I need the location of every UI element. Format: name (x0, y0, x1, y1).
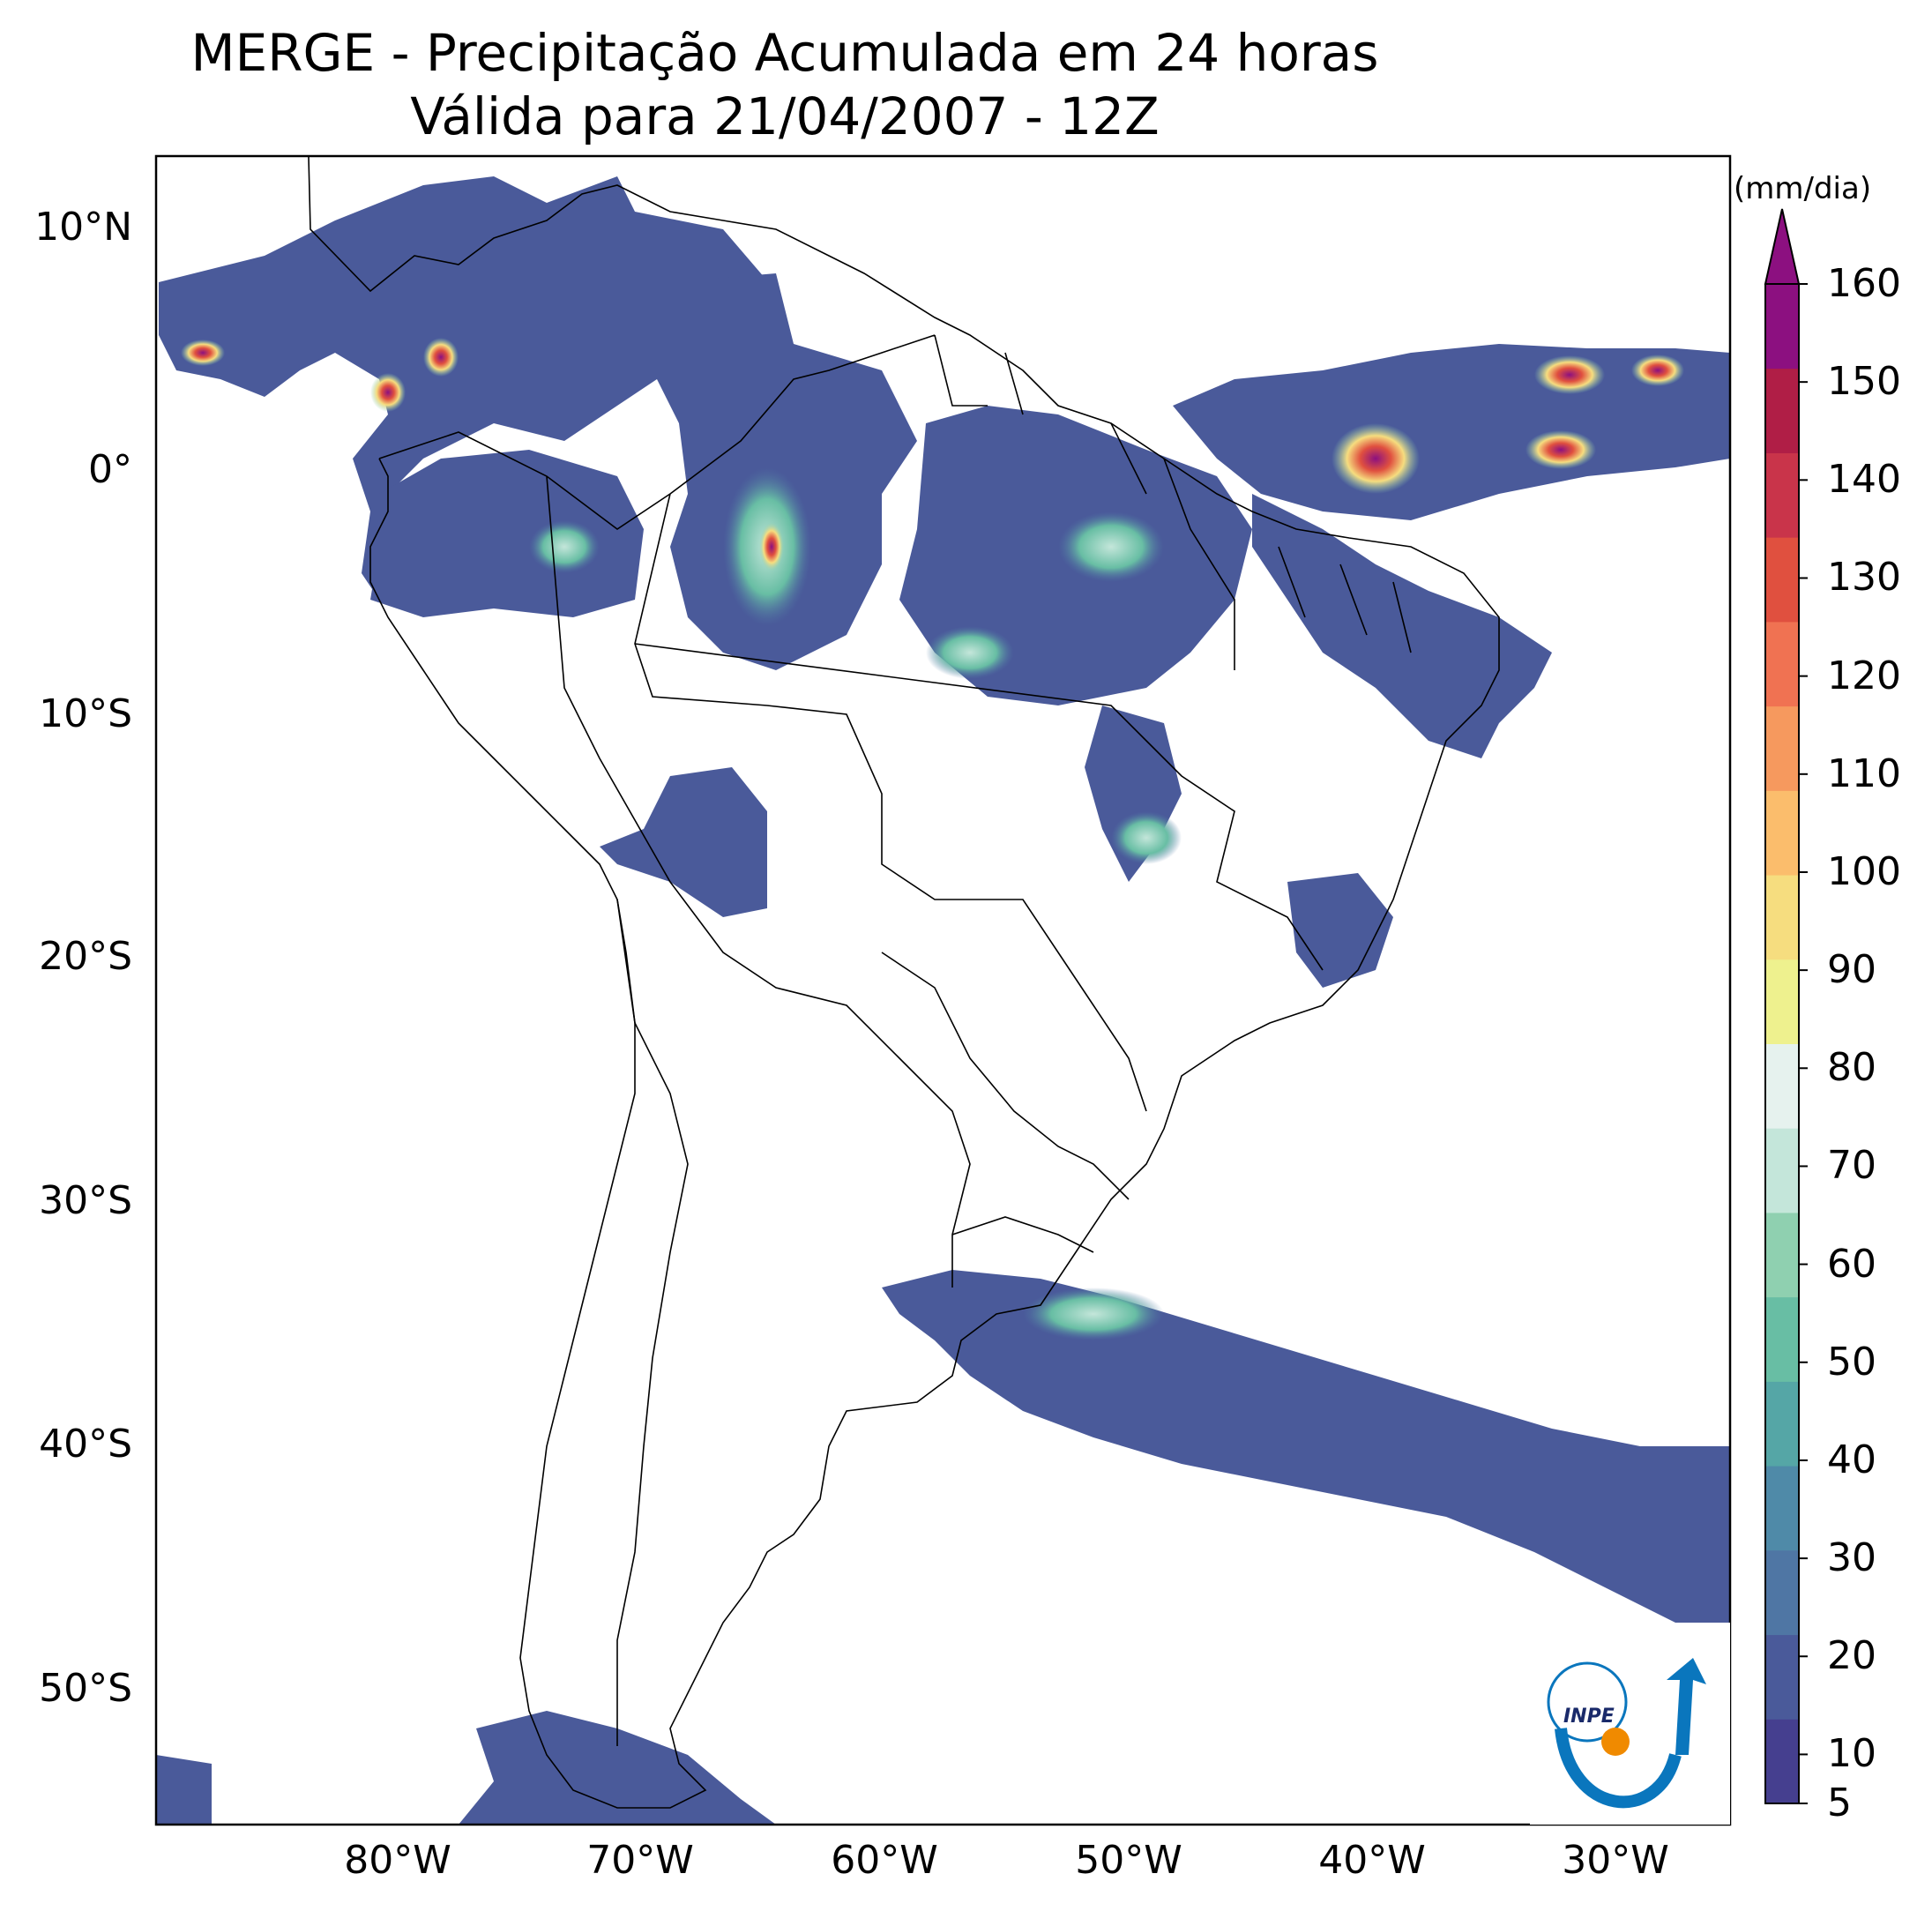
colorbar-tick-label: 130 (1827, 555, 1901, 601)
precip-area-northeast-coast (1252, 494, 1552, 758)
precip-area-amazon-central (653, 273, 917, 670)
lon-tick-40w: 40°W (1318, 1838, 1426, 1883)
precip-maximum (181, 340, 225, 366)
colorbar-segment (1765, 537, 1799, 623)
colorbar-segment (1765, 705, 1799, 791)
colorbar-tick-label: 80 (1827, 1045, 1876, 1091)
colorbar-segment (1765, 1634, 1799, 1720)
colorbar-segment (1765, 1466, 1799, 1551)
lon-tick-50w: 50°W (1075, 1838, 1182, 1883)
colorbar-segment (1765, 284, 1799, 370)
precip-maximum (1332, 423, 1420, 494)
precip-core (1111, 811, 1182, 864)
map-subtitle: Válida para 21/04/2007 - 12Z (410, 86, 1160, 146)
colorbar-extend-arrow (1764, 208, 1801, 285)
lon-tick-80w: 80°W (344, 1838, 451, 1883)
logo-orbit (1547, 1661, 1628, 1743)
precip-maximum (1525, 430, 1596, 469)
colorbar-tick-label: 5 (1827, 1780, 1852, 1825)
colorbar-tick-label: 50 (1827, 1339, 1876, 1385)
colorbar-tick-label: 100 (1827, 848, 1901, 894)
colorbar-tick-label: 30 (1827, 1535, 1876, 1581)
precip-core (926, 626, 1014, 679)
precip-area-north-andes (159, 176, 776, 600)
precip-field (156, 176, 1730, 1825)
precip-area-south-atlantic (882, 1270, 1730, 1623)
colorbar-tick-label: 140 (1827, 457, 1901, 503)
inpe-logo: INPE (1530, 1623, 1730, 1825)
precip-area-amazon-west (370, 450, 644, 617)
colorbar-tick-label: 70 (1827, 1143, 1876, 1189)
colorbar-tick-label: 150 (1827, 359, 1901, 405)
colorbar (1764, 208, 1808, 1804)
colorbar-segment (1765, 1381, 1799, 1467)
lat-tick-0: 0° (88, 447, 132, 492)
precip-core (529, 520, 600, 573)
precip-maximum (1631, 355, 1684, 386)
map-frame (154, 154, 1732, 1826)
precip-maximum (370, 373, 406, 412)
colorbar-tick-label: 60 (1827, 1241, 1876, 1287)
precip-maximum (759, 522, 784, 571)
precip-area-bolivia (600, 767, 767, 917)
colorbar-segment (1765, 875, 1799, 960)
lon-tick-30w: 30°W (1562, 1838, 1669, 1883)
colorbar-segment (1765, 1043, 1799, 1129)
precip-core (1058, 511, 1164, 582)
colorbar-tick-label: 90 (1827, 947, 1876, 993)
colorbar-segment (1765, 959, 1799, 1044)
precip-area-southeast (1287, 873, 1393, 988)
colorbar-segment (1765, 368, 1799, 453)
colorbar-tick-label: 160 (1827, 261, 1901, 306)
colorbar-segment (1765, 621, 1799, 707)
country-borders (378, 334, 1412, 1746)
precip-area-far-southwest (156, 1755, 212, 1825)
colorbar-segment (1765, 790, 1799, 876)
lat-tick-30s: 30°S (39, 1178, 132, 1223)
precip-area-patagonia-south (459, 1711, 776, 1825)
colorbar-tick-label: 10 (1827, 1731, 1876, 1777)
precip-core (1023, 1288, 1164, 1340)
map-title: MERGE - Precipitação Acumulada em 24 hor… (190, 23, 1379, 83)
coastline-borders (308, 156, 1500, 1809)
south-america-coastline (308, 156, 1500, 1809)
logo-swoosh (1555, 1728, 1682, 1809)
precip-maximum (1534, 355, 1605, 394)
colorbar-segment (1765, 1296, 1799, 1382)
colorbar-segment (1765, 1549, 1799, 1636)
lat-tick-10n: 10°N (34, 205, 132, 250)
colorbar-segment (1765, 1719, 1799, 1804)
lon-tick-60w: 60°W (831, 1838, 938, 1883)
lat-tick-20s: 20°S (39, 934, 132, 979)
logo-arrow (1667, 1658, 1706, 1755)
colorbar-tick-label: 110 (1827, 750, 1901, 796)
colorbar-tick-label: 40 (1827, 1437, 1876, 1482)
lon-tick-70w: 70°W (586, 1838, 694, 1883)
colorbar-segment (1765, 1212, 1799, 1298)
colorbar-frame (1764, 283, 1800, 1804)
precip-maximum (423, 338, 459, 377)
colorbar-segment (1765, 1128, 1799, 1213)
lat-tick-10s: 10°S (39, 691, 132, 736)
colorbar-tick-label: 20 (1827, 1633, 1876, 1679)
colorbar-tick-label: 120 (1827, 653, 1901, 698)
logo-text: INPE (1563, 1706, 1615, 1728)
colorbar-unit-label: (mm/dia) (1734, 171, 1872, 206)
colorbar-segment (1765, 452, 1799, 538)
lat-tick-40s: 40°S (39, 1422, 132, 1467)
lat-tick-50s: 50°S (39, 1666, 132, 1711)
logo-sun (1601, 1728, 1630, 1756)
